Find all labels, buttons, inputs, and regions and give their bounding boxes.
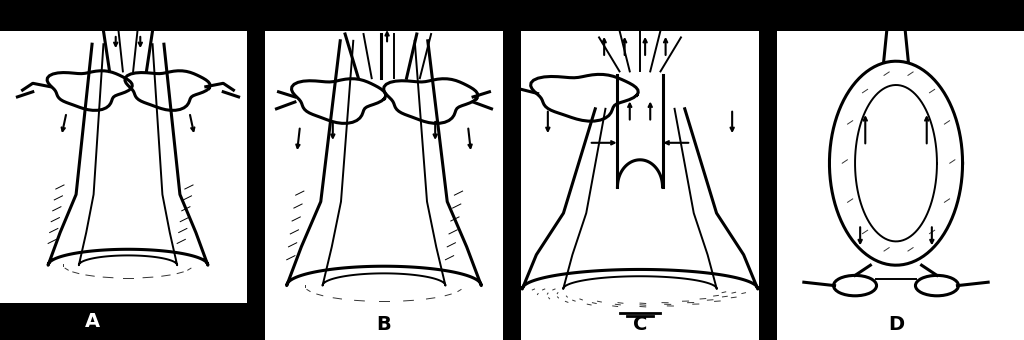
FancyBboxPatch shape bbox=[0, 303, 247, 340]
FancyBboxPatch shape bbox=[265, 0, 503, 31]
FancyBboxPatch shape bbox=[760, 0, 777, 340]
Text: B: B bbox=[377, 315, 391, 334]
FancyBboxPatch shape bbox=[504, 0, 520, 340]
FancyBboxPatch shape bbox=[0, 0, 247, 31]
Text: A: A bbox=[85, 312, 99, 331]
FancyBboxPatch shape bbox=[777, 0, 1024, 31]
Text: D: D bbox=[888, 315, 904, 334]
FancyBboxPatch shape bbox=[521, 0, 759, 31]
Text: C: C bbox=[633, 315, 647, 334]
FancyBboxPatch shape bbox=[248, 0, 264, 340]
